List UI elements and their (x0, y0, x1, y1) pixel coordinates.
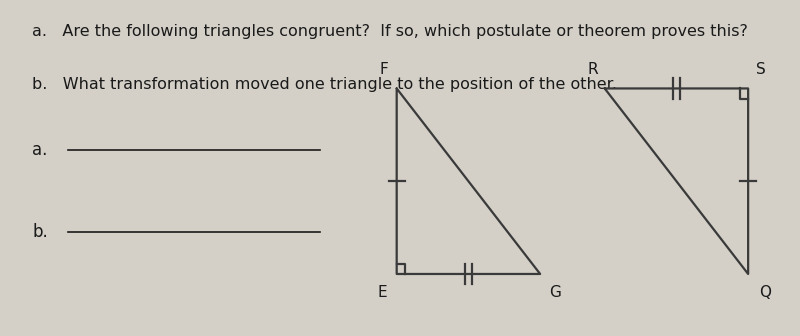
Text: a.   Are the following triangles congruent?  If so, which postulate or theorem p: a. Are the following triangles congruent… (32, 24, 748, 39)
Text: a.: a. (32, 140, 47, 159)
Text: S: S (756, 62, 766, 77)
Text: R: R (588, 62, 598, 77)
Text: G: G (549, 285, 561, 300)
Text: E: E (378, 285, 387, 300)
Text: F: F (379, 62, 388, 77)
Text: Q: Q (760, 285, 772, 300)
Text: b.   What transformation moved one triangle to the position of the other.: b. What transformation moved one triangl… (32, 77, 617, 92)
Text: b.: b. (32, 223, 48, 241)
